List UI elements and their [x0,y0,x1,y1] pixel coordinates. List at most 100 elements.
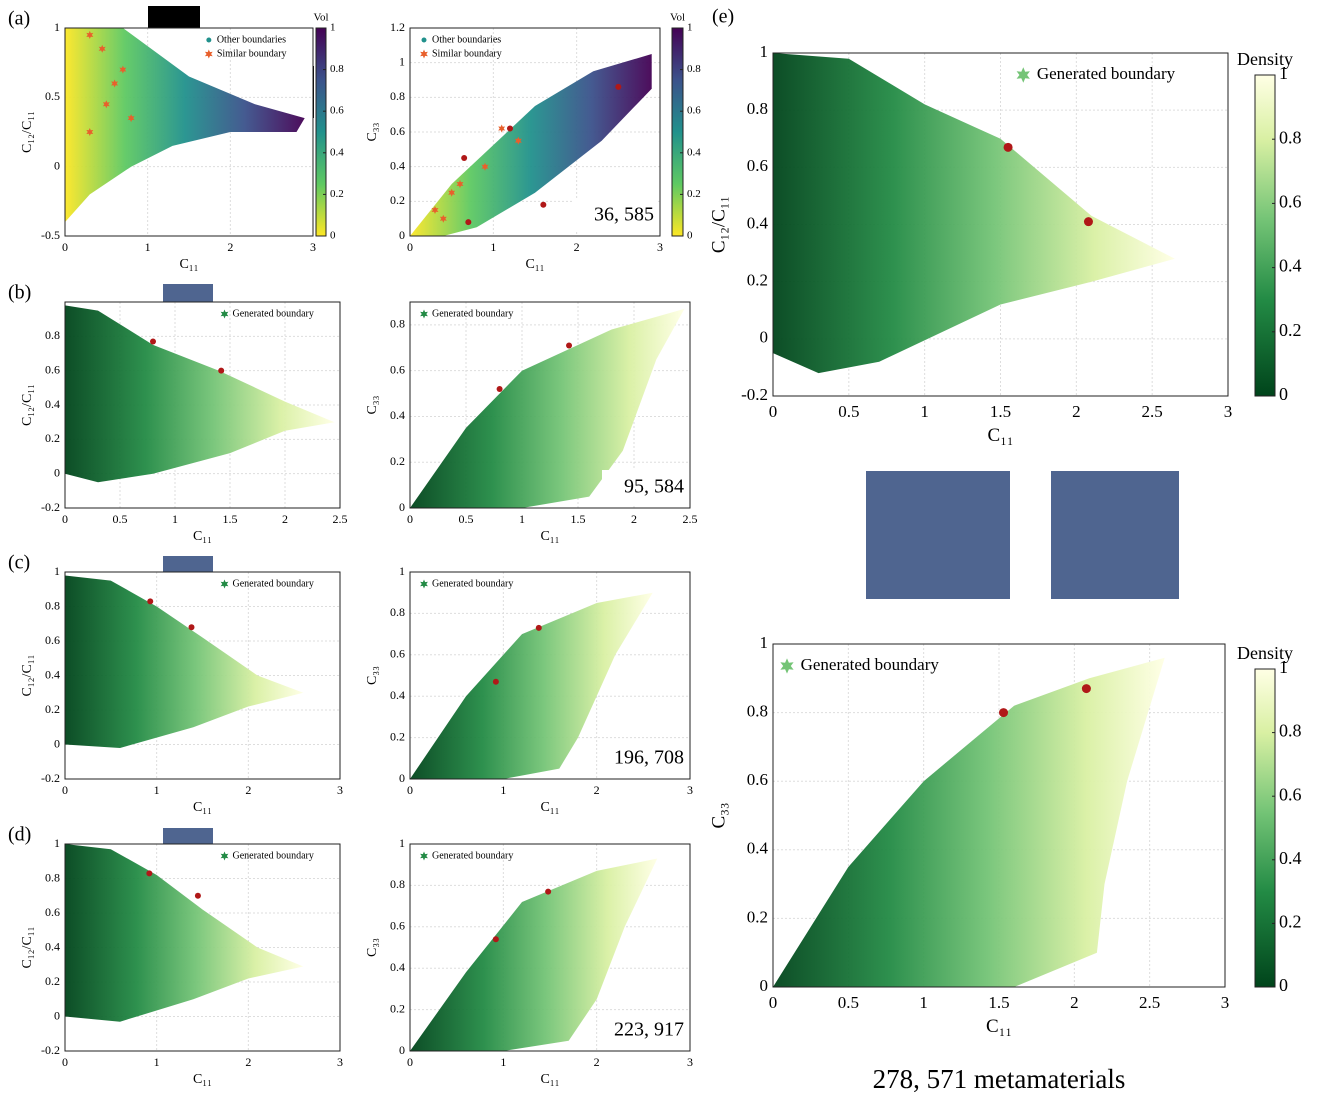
y-tick-label: 0.6 [45,633,60,647]
y-tick-label: 0.4 [390,408,405,422]
y-tick-label: 0.8 [390,877,405,891]
annotation: 223, 917 [614,1019,684,1041]
x-axis-label: C₁₁ [540,800,559,815]
y-tick-label: 0.6 [390,647,405,661]
x-tick-label: 3 [310,240,316,254]
legend-label: Generated boundary [233,578,314,589]
colorbar-label: Density [1237,49,1293,69]
y-axis-label: C₁₂/C₁₁ [709,196,730,253]
highlight-point [566,342,572,348]
y-tick-label: 0.6 [390,124,405,138]
y-tick-label: 0 [54,465,60,479]
y-tick-label: -0.5 [41,228,60,242]
x-tick-label: 1 [172,512,178,526]
x-tick-label: 0 [407,240,413,254]
y-tick-label: 0.2 [390,193,405,207]
colorbar-tick-label: 0.2 [1279,320,1302,340]
legend-marker [206,38,211,43]
subplot: 00.511.522.5300.20.40.60.81C₁₁C₃₃Generat… [709,633,1302,1094]
y-tick-label: 0.8 [45,870,60,884]
annotation: 95, 584 [624,476,684,498]
highlight-point [146,870,152,876]
x-tick-label: 1.5 [571,512,586,526]
legend-label: Similar boundary [432,48,502,59]
highlight-point [1004,143,1013,152]
legend-label: Other boundaries [432,34,501,45]
x-tick-label: 2 [227,240,233,254]
y-axis-label: C₁₂/C₁₁ [20,384,35,426]
y-tick-label: 1 [54,20,60,34]
y-tick-label: 1 [760,42,769,61]
x-axis-label: C₁₁ [193,1072,212,1087]
y-tick-label: 0.4 [390,158,405,172]
x-tick-label: 0 [62,240,68,254]
colorbar [672,28,683,236]
x-tick-label: 2.5 [1142,402,1163,421]
y-tick-label: 0.6 [45,362,60,376]
highlight-point [493,679,499,685]
legend-marker [422,38,427,43]
x-axis-label: C₁₁ [988,425,1014,446]
y-tick-label: 0.8 [747,702,768,721]
panel-label: (e) [712,6,734,28]
colorbar [1255,669,1275,987]
y-axis-label: C₃₃ [365,666,380,685]
y-axis-label: C₃₃ [709,803,730,829]
x-tick-label: 3 [1224,402,1233,421]
inset-structure [866,471,1010,599]
y-tick-label: 0.2 [747,907,768,926]
x-tick-label: 0 [769,993,778,1012]
x-tick-label: 0 [407,512,413,526]
highlight-point [493,936,499,942]
y-tick-label: 1.2 [390,20,405,34]
y-tick-label: 1 [399,564,405,578]
x-tick-label: 0 [407,1055,413,1069]
highlight-point [218,368,224,374]
x-tick-label: 3 [687,1055,693,1069]
highlight-point [615,84,621,90]
colorbar-tick-label: 0.2 [1279,912,1302,932]
highlight-point [189,624,195,630]
y-axis-label: C₁₂/C₁₁ [20,926,35,968]
legend-label: Generated boundary [233,308,314,319]
colorbar-tick-label: 0.2 [687,188,701,200]
highlight-point [147,598,153,604]
y-tick-label: 0.8 [390,605,405,619]
y-tick-label: 0.8 [390,89,405,103]
x-tick-label: 2 [245,783,251,797]
x-tick-label: 0 [407,783,413,797]
legend-label: Other boundaries [217,34,286,45]
colorbar-tick-label: 0.4 [687,146,701,158]
y-axis-label: C₁₂/C₁₁ [20,654,35,696]
colorbar-tick-label: 0.2 [330,188,344,200]
x-tick-label: 1.5 [223,512,238,526]
highlight-point [536,625,542,631]
colorbar-tick-label: 0.8 [687,63,701,75]
y-tick-label: -0.2 [41,771,60,785]
highlight-point [507,126,513,132]
subplot: 012300.20.40.60.81C₁₁C₃₃Generated bounda… [365,564,693,815]
y-tick-label: 0.2 [45,702,60,716]
y-tick-label: 1 [760,633,769,652]
y-tick-label: 0.2 [747,271,768,290]
y-tick-label: 0.4 [390,960,405,974]
x-tick-label: 1.5 [988,993,1009,1012]
y-tick-label: 1 [54,836,60,850]
legend-label: Generated boundary [432,850,513,861]
colorbar [316,28,326,236]
y-tick-label: 0.2 [45,431,60,445]
y-tick-label: 0.6 [390,362,405,376]
panel-label: (b) [8,282,31,304]
colorbar-tick-label: 0 [330,230,336,242]
subplot: 0123-0.200.20.40.60.81C₁₁C₁₂/C₁₁(d)Gener… [8,824,343,1087]
x-axis-label: C₁₁ [193,800,212,815]
y-tick-label: 0.2 [390,729,405,743]
y-tick-label: 0 [399,500,405,514]
x-tick-label: 1 [920,402,929,421]
x-axis-label: C₁₁ [193,529,212,544]
y-tick-label: -0.2 [41,500,60,514]
x-tick-label: 2 [1070,993,1079,1012]
y-tick-label: 0.6 [747,156,768,175]
